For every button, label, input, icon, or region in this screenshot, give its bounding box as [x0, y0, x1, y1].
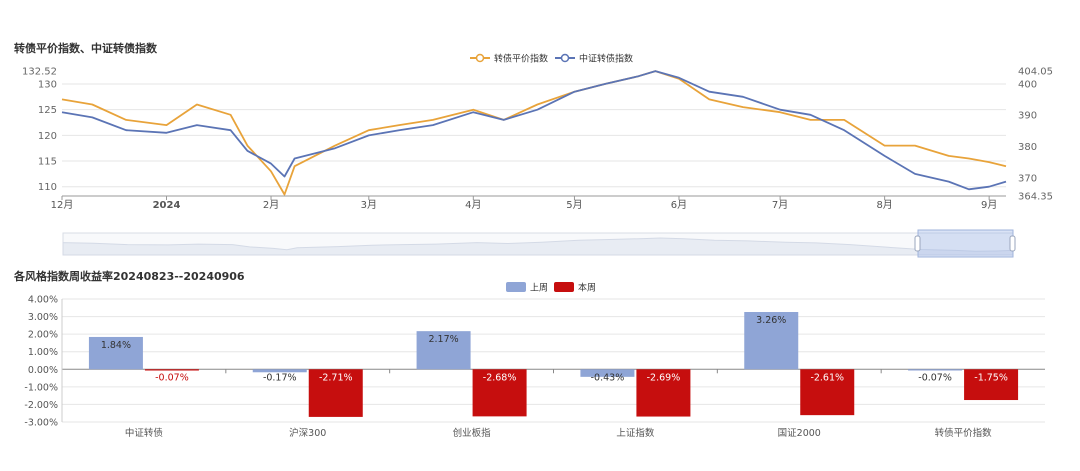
x-tick-label: 9月 [981, 199, 997, 211]
legend-swatch [506, 282, 526, 292]
bottom-grid [62, 298, 1045, 423]
bar-上周[interactable] [908, 369, 963, 371]
right-tick-label: 390 [1018, 111, 1037, 122]
left-tick-label: 130 [38, 79, 57, 90]
category-label: 创业板指 [453, 427, 492, 439]
y-tick-label: -3.00% [24, 418, 58, 429]
x-tick-label: 3月 [361, 199, 377, 211]
y-tick-label: 1.00% [28, 347, 58, 358]
bar-value-label: 1.84% [101, 340, 131, 351]
right-tick-label: 400 [1018, 79, 1037, 90]
legend-item-0[interactable]: 上周 [506, 282, 548, 294]
bar-value-label: -2.71% [319, 372, 353, 383]
bar-value-label: -0.07% [155, 372, 189, 383]
bar-上周[interactable] [580, 369, 635, 377]
bar-value-label: 2.17% [428, 334, 458, 345]
top-lines [61, 70, 1007, 196]
bar-本周[interactable] [800, 369, 855, 416]
bar-value-label: -0.43% [591, 372, 625, 383]
y-tick-label: 4.00% [28, 295, 58, 306]
series-line-1 [61, 70, 1007, 191]
bar-value-label: -2.69% [647, 372, 681, 383]
y-tick-label: 3.00% [28, 312, 58, 323]
x-tick-label: 8月 [876, 199, 892, 211]
bar-本周[interactable] [144, 369, 199, 371]
series-line-0 [61, 70, 1007, 196]
bar-上周[interactable] [744, 312, 799, 370]
left-tick-label: 120 [38, 131, 57, 142]
y-tick-label: -2.00% [24, 400, 58, 411]
right-min-label: 364.35 [1018, 192, 1053, 203]
left-tick-label: 125 [38, 105, 57, 116]
bar-value-label: -0.07% [918, 372, 952, 383]
x-tick-label: 2月 [263, 199, 279, 211]
category-label: 中证转债 [125, 427, 164, 439]
slider-preview [62, 237, 1014, 256]
slider-window[interactable] [917, 229, 1014, 258]
right-tick-label: 380 [1018, 142, 1037, 153]
category-label: 转债平价指数 [935, 427, 993, 439]
bar-本周[interactable] [964, 369, 1019, 401]
bar-value-label: -0.17% [263, 372, 297, 383]
left-max-label: 132.52 [22, 67, 57, 78]
legend-swatch [554, 282, 574, 292]
bottom-legend[interactable]: 上周 本周 [506, 282, 596, 294]
legend-label: 中证转债指数 [579, 53, 633, 65]
legend-marker [560, 53, 570, 63]
x-tick-label: 12月 [51, 199, 74, 211]
category-label: 沪深300 [289, 427, 326, 439]
legend-label: 转债平价指数 [494, 53, 548, 65]
bar-value-label: -2.68% [483, 372, 517, 383]
y-tick-label: 0.00% [28, 365, 58, 376]
category-label: 国证2000 [778, 428, 821, 439]
data-zoom-slider[interactable] [62, 229, 1016, 258]
bottom-axes: 4.00% 3.00% 2.00% 1.00% 0.00% -1.00% -2.00% -3.… [24, 295, 992, 440]
x-tick-label: 2024 [153, 200, 181, 211]
left-tick-label: 110 [38, 182, 57, 193]
left-tick-label: 115 [38, 157, 57, 168]
x-tick-label: 4月 [465, 199, 481, 211]
slider-handle-left[interactable] [914, 235, 921, 252]
legend-label: 本周 [578, 282, 596, 294]
legend-label: 上周 [530, 283, 548, 294]
bar-value-label: -1.75% [974, 372, 1008, 383]
x-tick-label: 6月 [671, 199, 687, 211]
y-tick-label: 2.00% [28, 330, 58, 341]
top-grid [62, 83, 1006, 188]
bar-上周[interactable] [88, 336, 143, 370]
bottom-bars: 1.84% -0.07% -0.17% -2.71% 2.17% -2.68% -0.43%… [88, 312, 1019, 417]
legend-marker [475, 53, 485, 63]
top-chart-title: 转债平价指数、中证转债指数 [14, 42, 157, 55]
bar-上周[interactable] [416, 331, 471, 370]
right-max-label: 404.05 [1018, 67, 1053, 78]
bar-本周[interactable] [472, 369, 527, 417]
right-tick-label: 370 [1018, 174, 1037, 185]
legend-item-1[interactable]: 中证转债指数 [555, 53, 633, 65]
top-legend[interactable]: 转债平价指数 中证转债指数 [470, 53, 633, 65]
bar-上周[interactable] [252, 369, 307, 373]
bar-本周[interactable] [308, 369, 363, 417]
x-tick-label: 5月 [566, 199, 582, 211]
category-label: 上证指数 [616, 427, 655, 439]
bar-本周[interactable] [636, 369, 691, 417]
legend-item-0[interactable]: 转债平价指数 [470, 53, 548, 65]
bar-value-label: 3.26% [756, 315, 786, 326]
legend-item-1[interactable]: 本周 [554, 282, 596, 294]
y-tick-label: -1.00% [24, 382, 58, 393]
slider-handle-right[interactable] [1009, 235, 1016, 252]
x-tick-label: 7月 [772, 199, 788, 211]
bar-value-label: -2.61% [810, 372, 844, 383]
bottom-chart-title: 各风格指数周收益率20240823--20240906 [14, 270, 245, 283]
